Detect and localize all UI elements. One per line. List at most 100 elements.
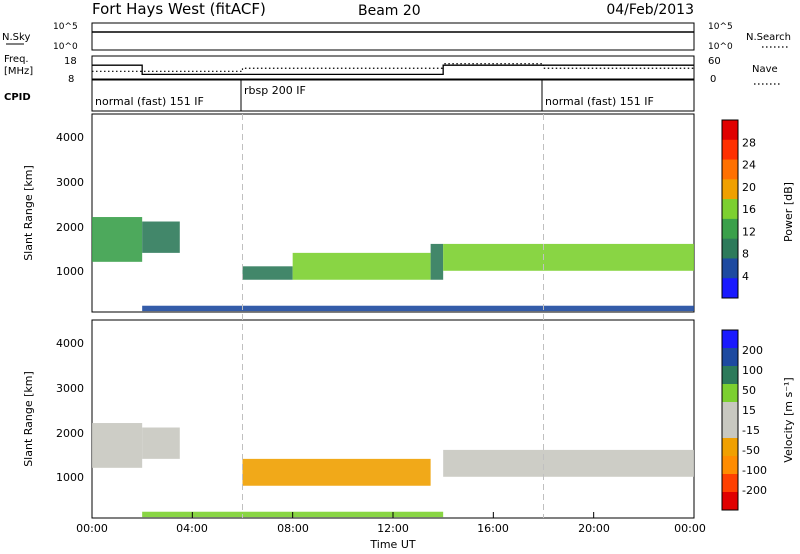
x-tick-labels: 00:00 04:00 08:00 12:00 16:00 20:00 00:0… xyxy=(76,522,706,535)
velocity-ytick-1000: 1000 xyxy=(56,471,84,484)
nsky-tick-top: 10^5 xyxy=(53,22,78,32)
power-colorbar-ticks: 28 24 20 16 12 8 4 xyxy=(742,136,756,283)
xtick-0000: 00:00 xyxy=(76,522,108,535)
nsearch-tick-top: 10^5 xyxy=(708,22,733,32)
power-ytick-3000: 3000 xyxy=(56,176,84,189)
velocity-colorbar: 200 100 50 15 -15 -50 -100 -200 Velocity [m s⁻¹… xyxy=(721,329,795,511)
station-title: Fort Hays West (fitACF) xyxy=(92,0,266,18)
velocity-colorbar-block-2 xyxy=(722,366,738,385)
freq-label-1: Freq. xyxy=(4,54,29,65)
power-colorbar-tick-0: 28 xyxy=(742,136,756,149)
nave-label: Nave xyxy=(752,64,778,75)
power-colorbar-block-4 xyxy=(722,199,738,220)
power-colorbar-blocks xyxy=(722,120,738,299)
nsearch-tick-bottom: 10^0 xyxy=(708,42,733,52)
velocity-band-2 xyxy=(242,458,431,486)
power-ytick-2000: 2000 xyxy=(56,221,84,234)
power-band-0 xyxy=(92,217,143,262)
cpid-segment-2: rbsp 200 IF xyxy=(244,84,306,97)
velocity-colorbar-label: Velocity [m s⁻¹] xyxy=(782,377,795,462)
nave-tick-top: 60 xyxy=(708,56,721,67)
velocity-colorbar-blocks xyxy=(722,330,738,511)
velocity-ytick-4000: 4000 xyxy=(56,337,84,350)
freq-trace xyxy=(92,64,694,76)
power-panel-frame xyxy=(91,113,695,313)
xtick-2000: 20:00 xyxy=(578,522,610,535)
power-colorbar: 28 24 20 16 12 8 4 Power [dB] xyxy=(721,119,795,299)
beam-title: Beam 20 xyxy=(358,3,421,19)
velocity-colorbar-tick-3: 15 xyxy=(742,404,756,417)
xaxis-label: Time UT xyxy=(369,538,415,551)
velocity-colorbar-block-1 xyxy=(722,348,738,367)
velocity-colorbar-ticks: 200 100 50 15 -15 -50 -100 -200 xyxy=(742,344,767,497)
velocity-colorbar-tick-0: 200 xyxy=(742,344,763,357)
velocity-yticks: 1000 2000 3000 4000 xyxy=(56,337,84,484)
velocity-colorbar-tick-4: -15 xyxy=(742,424,760,437)
velocity-colorbar-block-3 xyxy=(722,384,738,403)
power-ytick-1000: 1000 xyxy=(56,265,84,278)
velocity-colorbar-block-7 xyxy=(722,456,738,475)
power-colorbar-block-8 xyxy=(722,278,738,299)
nave-tick-bottom: 0 xyxy=(710,74,716,85)
cpid-segment-1: normal (fast) 151 IF xyxy=(95,95,204,108)
velocity-colorbar-tick-6: -100 xyxy=(742,464,767,477)
power-band-4 xyxy=(430,243,444,280)
power-band-6 xyxy=(142,305,694,312)
power-band-5 xyxy=(443,243,694,271)
power-ytick-4000: 4000 xyxy=(56,131,84,144)
power-colorbar-block-6 xyxy=(722,238,738,259)
velocity-panel: Slant Range [km] 1000 2000 3000 4000 xyxy=(22,319,695,519)
xtick-0800: 08:00 xyxy=(277,522,309,535)
power-colorbar-tick-5: 8 xyxy=(742,248,749,261)
power-yticks: 1000 2000 3000 4000 xyxy=(56,131,84,278)
xtick-1200: 12:00 xyxy=(377,522,409,535)
velocity-colorbar-tick-7: -200 xyxy=(742,484,767,497)
velocity-colorbar-block-0 xyxy=(722,330,738,349)
xtick-1600: 16:00 xyxy=(477,522,509,535)
freq-tick-top: 18 xyxy=(64,56,77,67)
freq-panel: Freq. [MHz] 18 8 60 0 Nave xyxy=(4,54,780,85)
power-colorbar-label: Power [dB] xyxy=(782,182,795,242)
power-colorbar-block-3 xyxy=(722,179,738,200)
power-band-3 xyxy=(292,252,431,280)
velocity-colorbar-block-5 xyxy=(722,420,738,439)
time-axis xyxy=(91,114,695,518)
freq-label-2: [MHz] xyxy=(4,66,33,77)
xtick-0400: 04:00 xyxy=(176,522,208,535)
velocity-colorbar-block-9 xyxy=(722,492,738,511)
velocity-colorbar-block-8 xyxy=(722,474,738,493)
velocity-band-3 xyxy=(443,449,694,477)
power-colorbar-block-7 xyxy=(722,258,738,279)
velocity-colorbar-block-6 xyxy=(722,438,738,457)
velocity-ytick-3000: 3000 xyxy=(56,382,84,395)
velocity-ylabel: Slant Range [km] xyxy=(22,371,35,467)
cpid-segment-3: normal (fast) 151 IF xyxy=(545,95,654,108)
power-colorbar-tick-3: 16 xyxy=(742,203,756,216)
xtick-2400: 00:00 xyxy=(674,522,706,535)
velocity-colorbar-tick-2: 50 xyxy=(742,384,756,397)
power-band-2 xyxy=(242,266,293,280)
nsky-label: N.Sky xyxy=(2,32,30,43)
nave-trace xyxy=(92,63,694,72)
date-title: 04/Feb/2013 xyxy=(606,2,694,18)
velocity-panel-frame xyxy=(91,319,695,519)
velocity-colorbar-tick-1: 100 xyxy=(742,364,763,377)
velocity-colorbar-block-4 xyxy=(722,402,738,421)
power-colorbar-block-1 xyxy=(722,139,738,161)
velocity-band-1 xyxy=(142,427,180,459)
nsearch-label: N.Search xyxy=(746,32,791,43)
power-colorbar-tick-4: 12 xyxy=(742,225,756,238)
velocity-ytick-2000: 2000 xyxy=(56,427,84,440)
cpid-label: CPID xyxy=(4,92,31,103)
power-ylabel: Slant Range [km] xyxy=(22,165,35,261)
velocity-band-0 xyxy=(92,423,143,468)
nsky-panel: N.Sky 10^5 10^0 10^5 10^0 N.Search xyxy=(2,22,791,52)
power-colorbar-block-0 xyxy=(722,120,738,141)
power-colorbar-tick-1: 24 xyxy=(742,159,756,172)
nsky-tick-bottom: 10^0 xyxy=(53,42,78,52)
power-band-1 xyxy=(142,221,180,253)
power-colorbar-tick-6: 4 xyxy=(742,270,749,283)
freq-tick-bottom: 8 xyxy=(68,74,74,85)
velocity-colorbar-tick-5: -50 xyxy=(742,444,760,457)
